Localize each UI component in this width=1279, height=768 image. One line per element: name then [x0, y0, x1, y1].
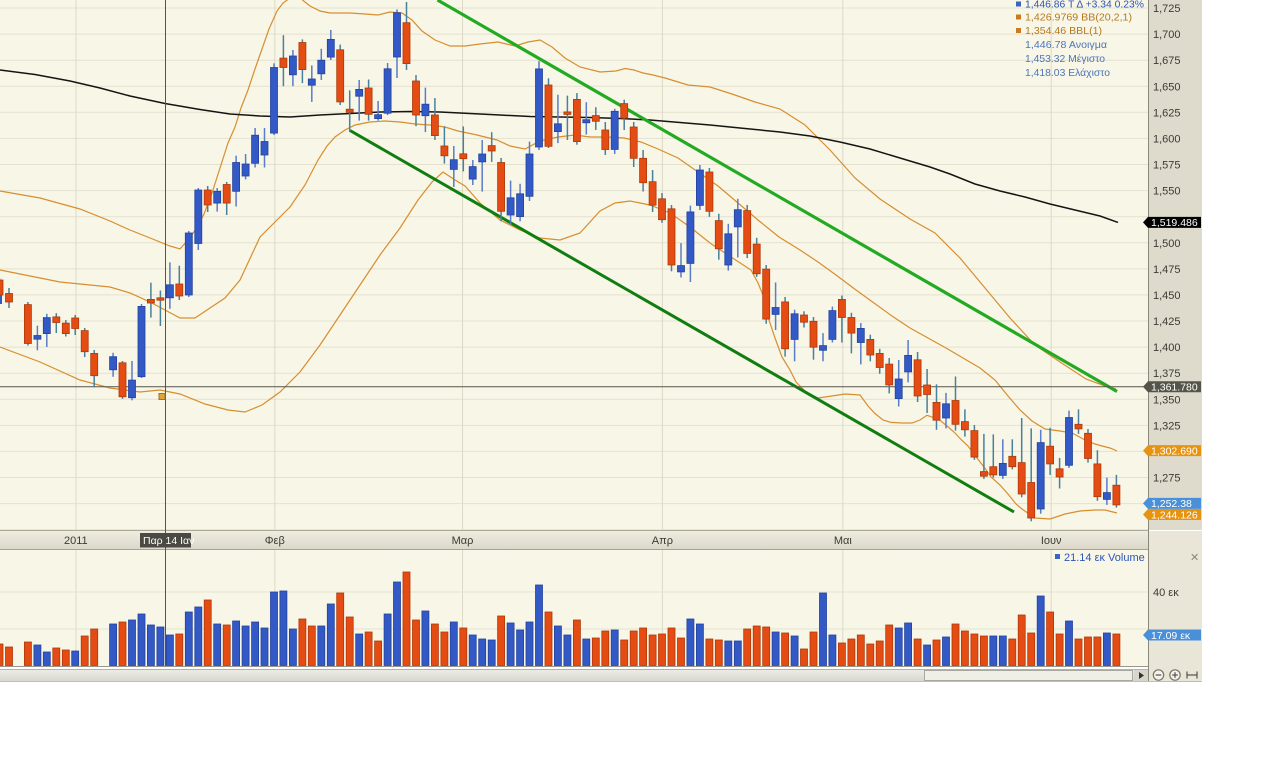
- svg-text:1,244.126: 1,244.126: [1151, 509, 1198, 521]
- svg-text:40 εκ: 40 εκ: [1153, 587, 1179, 599]
- svg-text:1,325: 1,325: [1153, 420, 1181, 432]
- svg-text:1,625: 1,625: [1153, 107, 1181, 119]
- svg-text:1,400: 1,400: [1153, 342, 1181, 354]
- svg-text:1,350: 1,350: [1153, 394, 1181, 406]
- svg-text:1,500: 1,500: [1153, 238, 1181, 250]
- svg-text:1,700: 1,700: [1153, 29, 1181, 41]
- svg-text:1,252.38: 1,252.38: [1151, 498, 1192, 510]
- svg-text:1,675: 1,675: [1153, 55, 1181, 67]
- svg-text:1,450: 1,450: [1153, 290, 1181, 302]
- svg-text:1,446.86 Τ Δ +3.34 0.23%: 1,446.86 Τ Δ +3.34 0.23%: [1025, 0, 1144, 11]
- svg-text:Απρ: Απρ: [652, 535, 673, 547]
- svg-text:1,354.46 BBL(1): 1,354.46 BBL(1): [1025, 25, 1102, 37]
- svg-text:Ιουν: Ιουν: [1041, 535, 1062, 547]
- svg-text:1,600: 1,600: [1153, 133, 1181, 145]
- svg-text:Μαι: Μαι: [834, 535, 853, 547]
- svg-text:1,426.9769 BB(20,2,1): 1,426.9769 BB(20,2,1): [1025, 12, 1132, 24]
- svg-text:1,446.78 Ανοιγμα: 1,446.78 Ανοιγμα: [1025, 39, 1107, 51]
- svg-text:1,302.690: 1,302.690: [1151, 445, 1198, 457]
- svg-text:1,375: 1,375: [1153, 368, 1181, 380]
- svg-text:1,453.32 Μέγιστο: 1,453.32 Μέγιστο: [1025, 53, 1105, 65]
- svg-text:✕: ✕: [1190, 552, 1199, 564]
- svg-text:1,361.780: 1,361.780: [1151, 382, 1198, 394]
- svg-text:Φεβ: Φεβ: [265, 535, 285, 547]
- svg-text:1,425: 1,425: [1153, 316, 1181, 328]
- svg-text:17.09 εκ: 17.09 εκ: [1151, 630, 1191, 642]
- svg-text:1,725: 1,725: [1153, 3, 1181, 15]
- svg-text:1,418.03 Ελάχιστο: 1,418.03 Ελάχιστο: [1025, 67, 1110, 79]
- svg-text:1,519.486: 1,519.486: [1151, 217, 1198, 229]
- svg-text:1,650: 1,650: [1153, 81, 1181, 93]
- svg-text:1,275: 1,275: [1153, 473, 1181, 485]
- svg-text:2011: 2011: [64, 535, 88, 547]
- svg-text:1,575: 1,575: [1153, 160, 1181, 172]
- svg-text:21.14 εκ Volume: 21.14 εκ Volume: [1064, 552, 1145, 564]
- svg-text:Παρ 14 Ιαν: Παρ 14 Ιαν: [143, 535, 194, 547]
- svg-text:1,550: 1,550: [1153, 186, 1181, 198]
- svg-text:1,475: 1,475: [1153, 264, 1181, 276]
- svg-text:Μαρ: Μαρ: [452, 535, 474, 547]
